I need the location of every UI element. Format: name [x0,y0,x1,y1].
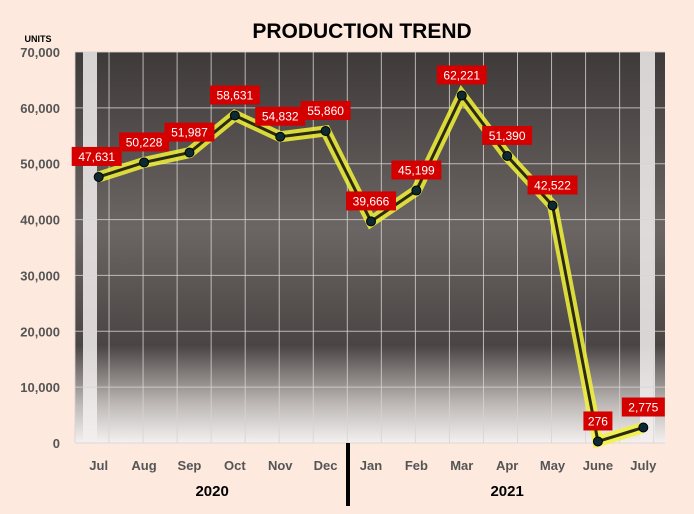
year-label: 2020 [195,483,228,500]
data-label: 45,199 [398,164,435,178]
x-tick-label: June [583,458,613,473]
y-tick-label: 70,000 [20,45,60,60]
data-label: 276 [588,414,608,428]
y-tick-label: 50,000 [20,157,60,172]
plot-background [75,52,665,443]
data-label-box [346,191,396,211]
year-divider [346,443,350,506]
data-label-box [164,122,215,142]
data-label: 58,631 [216,89,253,103]
data-label-box [391,160,442,180]
y-tick-label: 30,000 [20,268,60,283]
data-label-box [436,65,487,85]
data-label: 50,228 [126,135,163,149]
background-pillar [83,52,97,443]
data-point [592,436,603,447]
data-point [366,216,376,227]
data-label: 42,522 [534,178,571,192]
data-label-box [527,175,578,195]
y-tick-label: 60,000 [20,101,60,116]
y-tick-label: 10,000 [20,380,60,395]
data-label-box [209,85,260,105]
data-point [502,150,513,161]
data-label: 47,631 [78,150,115,164]
data-point [547,200,558,211]
data-label: 55,860 [307,104,344,118]
x-tick-label: Apr [496,458,518,473]
data-point [411,185,422,196]
data-point [275,131,286,142]
data-label-box [583,411,613,431]
data-label: 62,221 [443,68,480,82]
year-label: 2021 [490,483,523,500]
x-tick-label: Oct [224,458,246,473]
data-point [638,422,649,433]
x-tick-label: Feb [405,458,428,473]
y-tick-label: 20,000 [20,324,60,339]
y-tick-label: 0 [53,436,60,451]
data-point [93,171,104,182]
x-tick-label: Dec [314,458,338,473]
x-tick-label: May [540,458,566,473]
data-label-box [71,146,122,166]
data-point [139,157,150,168]
data-label-box [621,397,665,417]
x-tick-label: July [630,458,657,473]
data-label: 2,775 [628,400,658,414]
data-point [320,125,331,136]
y-axis-label: UNITS [25,34,52,44]
x-tick-label: Nov [268,458,293,473]
data-label: 51,987 [171,126,208,140]
data-point [184,147,195,158]
data-point [456,90,467,101]
data-label-box [255,106,306,126]
x-tick-label: Aug [131,458,156,473]
x-tick-label: Mar [450,458,473,473]
chart-title: PRODUCTION TREND [252,20,471,43]
x-tick-label: Jan [360,458,382,473]
data-label-box [119,132,170,152]
data-label: 54,832 [262,110,299,124]
data-label-box [482,125,533,145]
y-tick-label: 40,000 [20,213,60,228]
data-label: 51,390 [489,129,526,143]
data-point [229,110,240,121]
x-tick-label: Sep [178,458,202,473]
background-pillar [640,52,655,443]
data-label-box [300,100,351,120]
x-tick-label: Jul [89,458,108,473]
data-label: 39,666 [353,194,390,208]
